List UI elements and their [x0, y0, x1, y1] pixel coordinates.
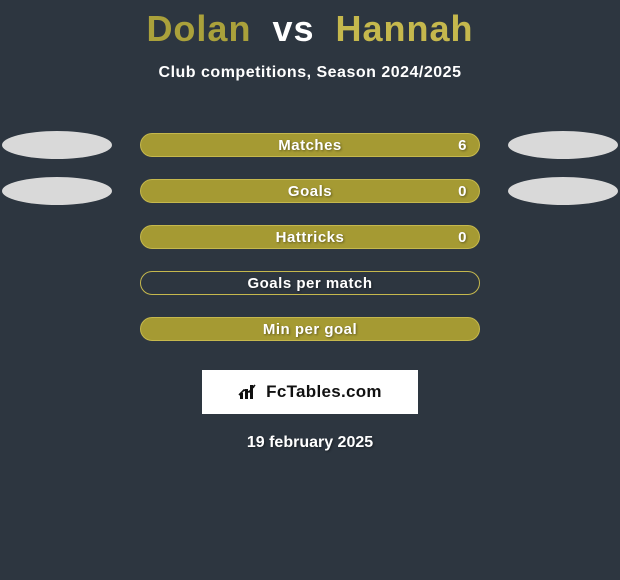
stat-label: Goals per match	[247, 275, 372, 292]
player1-value-ellipse	[2, 131, 112, 159]
stat-bar: Min per goal	[140, 317, 480, 341]
stat-row: Hattricks 0	[0, 214, 620, 260]
comparison-title: Dolan vs Hannah	[0, 0, 620, 50]
stat-label: Min per goal	[263, 321, 357, 338]
player2-value-ellipse	[508, 177, 618, 205]
stat-label: Matches	[278, 137, 342, 154]
brand-badge: FcTables.com	[202, 370, 418, 414]
player1-value-ellipse	[2, 177, 112, 205]
stat-label: Hattricks	[276, 229, 345, 246]
stat-bar: Hattricks 0	[140, 225, 480, 249]
stat-value: 0	[458, 183, 467, 200]
stat-label: Goals	[288, 183, 332, 200]
stat-bar: Goals per match	[140, 271, 480, 295]
brand-text: FcTables.com	[266, 382, 382, 402]
player2-name: Hannah	[336, 8, 474, 49]
stat-row: Goals per match	[0, 260, 620, 306]
vs-separator: vs	[272, 8, 314, 49]
stat-row: Min per goal	[0, 306, 620, 352]
stat-row: Matches 6	[0, 122, 620, 168]
stat-value: 0	[458, 229, 467, 246]
bar-chart-icon	[238, 383, 260, 401]
subtitle: Club competitions, Season 2024/2025	[0, 64, 620, 82]
player1-name: Dolan	[146, 8, 251, 49]
player2-value-ellipse	[508, 131, 618, 159]
stat-bar: Matches 6	[140, 133, 480, 157]
stat-row: Goals 0	[0, 168, 620, 214]
stat-bar: Goals 0	[140, 179, 480, 203]
stats-list: Matches 6 Goals 0 Hattricks 0 Goals per match M…	[0, 122, 620, 352]
date-label: 19 february 2025	[0, 434, 620, 452]
stat-value: 6	[458, 137, 467, 154]
